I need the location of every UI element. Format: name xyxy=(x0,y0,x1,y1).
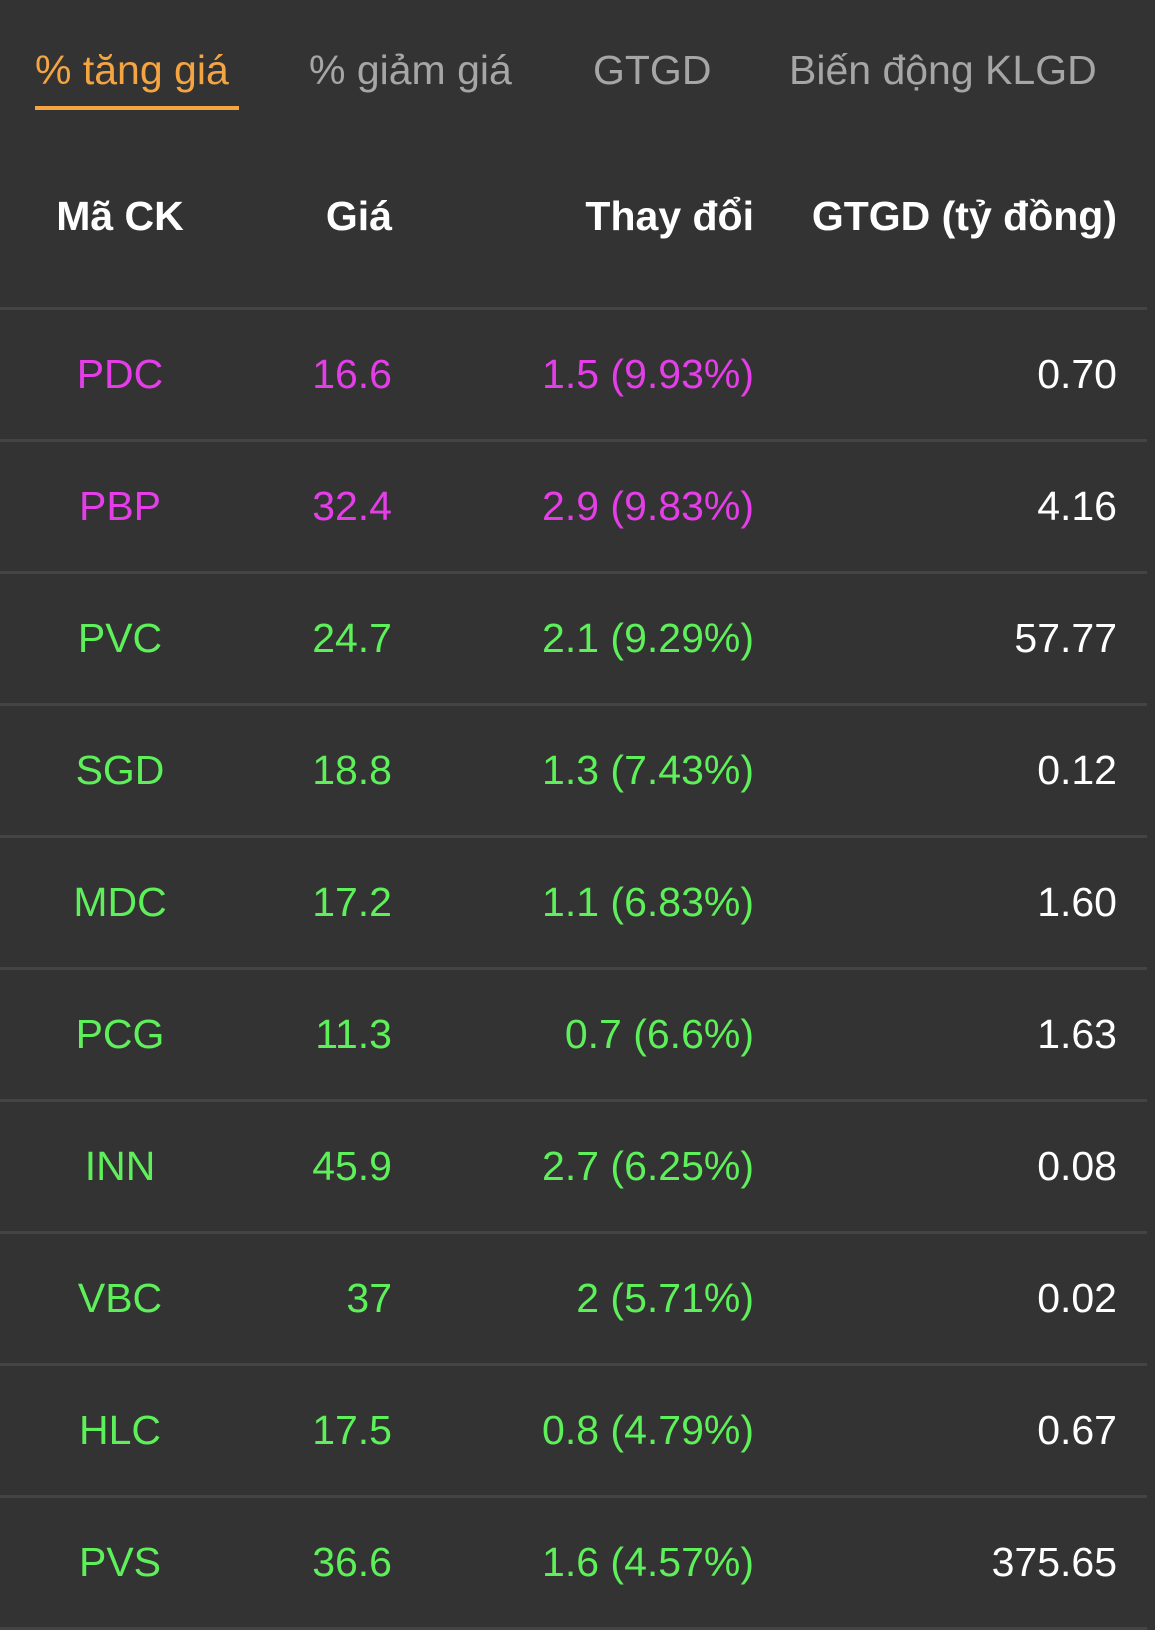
stock-trading-value: 1.60 xyxy=(1037,879,1117,925)
stock-price: 17.2 xyxy=(312,879,392,925)
tab-price-decrease[interactable]: % giảm giá xyxy=(309,47,512,93)
stock-change: 2.7 (6.25%) xyxy=(542,1143,754,1189)
stock-code: SGD xyxy=(75,747,165,793)
stock-code: PDC xyxy=(76,351,164,397)
stock-trading-value: 375.65 xyxy=(991,1539,1117,1585)
stock-code: PBP xyxy=(78,483,162,529)
stock-change: 2.1 (9.29%) xyxy=(542,615,754,661)
tab-bar: % tăng giá % giảm giá GTGD Biến động KLG… xyxy=(0,0,1155,125)
stock-price: 11.3 xyxy=(315,1011,392,1057)
stock-price: 16.6 xyxy=(312,351,392,397)
tab-volume-change[interactable]: Biến động KLGD xyxy=(789,47,1097,93)
stock-code: INN xyxy=(84,1143,156,1189)
stock-trading-value: 4.16 xyxy=(1037,483,1117,529)
stock-change: 1.3 (7.43%) xyxy=(542,747,754,793)
header-value-label: GTGD (tỷ đồng) xyxy=(811,193,1117,239)
stock-trading-value: 0.02 xyxy=(1037,1275,1117,1321)
stock-price: 18.8 xyxy=(312,747,392,793)
stock-change: 0.7 (6.6%) xyxy=(564,1011,754,1057)
table-row[interactable]: PVC 24.7 2.1 (9.29%) 57.77 xyxy=(0,574,1147,706)
table-row[interactable]: INN 45.9 2.7 (6.25%) 0.08 xyxy=(0,1102,1147,1234)
stock-code: MDC xyxy=(73,879,167,925)
stock-trading-value: 0.67 xyxy=(1037,1407,1117,1453)
stock-price: 45.9 xyxy=(312,1143,392,1189)
stock-table: Mã CK Giá Thay đổi GTGD (tỷ đồng) PDC 16.… xyxy=(0,125,1147,1630)
active-tab-indicator xyxy=(35,106,239,110)
stock-price: 17.5 xyxy=(312,1407,392,1453)
stock-price: 24.7 xyxy=(312,615,392,661)
table-header: Mã CK Giá Thay đổi GTGD (tỷ đồng) xyxy=(0,125,1147,310)
stock-trading-value: 57.77 xyxy=(1014,615,1117,661)
stock-code: PVS xyxy=(78,1539,162,1585)
tab-trading-value[interactable]: GTGD xyxy=(593,47,712,93)
stock-price: 32.4 xyxy=(312,483,392,529)
table-row[interactable]: VBC 37 2 (5.71%) 0.02 xyxy=(0,1234,1147,1366)
stock-change: 2.9 (9.83%) xyxy=(542,483,754,529)
table-row[interactable]: SGD 18.8 1.3 (7.43%) 0.12 xyxy=(0,706,1147,838)
tab-price-increase[interactable]: % tăng giá xyxy=(35,47,229,93)
stock-price: 37 xyxy=(346,1275,392,1321)
stock-trading-value: 0.70 xyxy=(1037,351,1117,397)
stock-change: 1.5 (9.93%) xyxy=(542,351,754,397)
table-row[interactable]: PBP 32.4 2.9 (9.83%) 4.16 xyxy=(0,442,1147,574)
table-body: PDC 16.6 1.5 (9.93%) 0.70 PBP 32.4 2.9 (9.83%)… xyxy=(0,310,1147,1630)
table-row[interactable]: PDC 16.6 1.5 (9.93%) 0.70 xyxy=(0,310,1147,442)
stock-trading-value: 1.63 xyxy=(1037,1011,1117,1057)
table-row[interactable]: MDC 17.2 1.1 (6.83%) 1.60 xyxy=(0,838,1147,970)
stock-change: 0.8 (4.79%) xyxy=(542,1407,754,1453)
table-row[interactable]: PVS 36.6 1.6 (4.57%) 375.65 xyxy=(0,1498,1147,1630)
header-price[interactable]: Giá xyxy=(325,192,392,239)
header-value[interactable]: GTGD (tỷ đồng) xyxy=(760,125,1117,307)
header-code[interactable]: Mã CK xyxy=(56,192,184,239)
stock-price: 36.6 xyxy=(312,1539,392,1585)
table-row[interactable]: HLC 17.5 0.8 (4.79%) 0.67 xyxy=(0,1366,1147,1498)
stock-change: 1.1 (6.83%) xyxy=(542,879,754,925)
stock-code: VBC xyxy=(77,1275,163,1321)
stock-code: PVC xyxy=(77,615,163,661)
stock-code: PCG xyxy=(75,1011,165,1057)
stock-change: 1.6 (4.57%) xyxy=(542,1539,754,1585)
stock-trading-value: 0.12 xyxy=(1037,747,1117,793)
table-row[interactable]: PCG 11.3 0.7 (6.6%) 1.63 xyxy=(0,970,1147,1102)
stock-change: 2 (5.71%) xyxy=(576,1275,754,1321)
stock-code: HLC xyxy=(78,1407,162,1453)
header-change[interactable]: Thay đổi xyxy=(585,192,754,239)
stock-trading-value: 0.08 xyxy=(1037,1143,1117,1189)
